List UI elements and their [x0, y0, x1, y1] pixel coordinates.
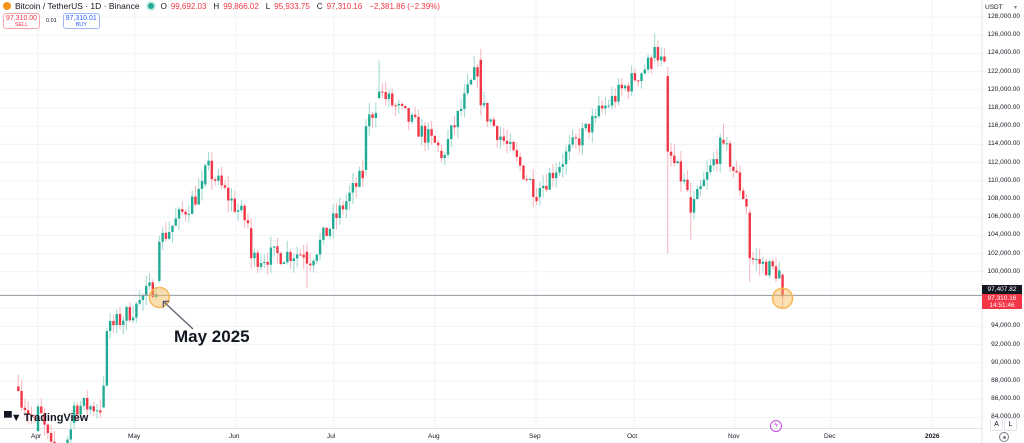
- high-value: 99,866.02: [223, 1, 259, 11]
- price-tick-label: 124,000.00: [987, 49, 1020, 57]
- price-tick-label: 90,000.00: [991, 358, 1020, 366]
- close-value: 97,310.16: [326, 1, 363, 11]
- price-tick-label: 88,000.00: [991, 377, 1020, 384]
- last-price-tag: 97,407.82: [982, 285, 1022, 294]
- time-tick-label: Sep: [529, 433, 541, 440]
- open-label: O: [160, 1, 167, 11]
- current-price: 97,310.16: [987, 295, 1017, 302]
- price-tick-label: 108,000.00: [987, 195, 1020, 202]
- buy-label: BUY: [75, 22, 87, 28]
- settings-gear-icon[interactable]: [999, 432, 1009, 442]
- time-tick-label: Jul: [327, 433, 336, 440]
- current-price-tag: 97,310.16 14:51:46: [982, 294, 1022, 309]
- price-tick-label: 128,000.00: [987, 13, 1020, 20]
- symbol-header: Bitcoin / TetherUS · 1D · Binance O 99,69…: [3, 1, 443, 11]
- price-tick-label: 118,000.00: [987, 104, 1020, 111]
- bitcoin-logo-icon: [3, 2, 11, 10]
- change-value: −2,381.86 (−2.39%): [369, 1, 440, 11]
- lightning-event-icon[interactable]: ϟ: [770, 420, 782, 432]
- auto-scale-button[interactable]: A: [990, 418, 1003, 431]
- buy-button[interactable]: 97,310.01 BUY: [62, 13, 100, 29]
- sell-button[interactable]: 97,310.00 SELL: [3, 13, 40, 29]
- sell-label: SELL: [14, 22, 29, 28]
- sell-price: 97,310.00: [5, 15, 38, 22]
- price-tick-label: 110,000.00: [987, 176, 1020, 184]
- time-tick-label: Dec: [824, 433, 836, 440]
- chevron-down-icon[interactable]: ▾: [1014, 5, 1018, 11]
- open-value: 99,692.03: [170, 1, 207, 11]
- market-open-icon: [147, 3, 154, 9]
- time-tick-label: Jun: [229, 433, 240, 440]
- close-label: C: [316, 1, 323, 11]
- buy-price: 97,310.01: [65, 15, 97, 22]
- price-tick-label: 122,000.00: [987, 67, 1020, 75]
- annotation-label: May 2025: [174, 327, 250, 346]
- time-tick-label: Nov: [728, 433, 740, 440]
- symbol-title[interactable]: Bitcoin / TetherUS · 1D · Binance: [15, 1, 140, 11]
- price-tick-label: 92,000.00: [991, 340, 1020, 348]
- price-tick-label: 94,000.00: [991, 322, 1020, 330]
- low-value: 95,933.75: [274, 1, 310, 11]
- time-tick-label: Apr: [31, 433, 42, 440]
- high-label: H: [213, 1, 220, 11]
- price-tick-label: 102,000.00: [987, 249, 1020, 257]
- price-tick-label: 116,000.00: [987, 122, 1020, 130]
- price-tick-label: 114,000.00: [987, 140, 1020, 148]
- time-tick-label: Aug: [428, 433, 440, 440]
- log-scale-button[interactable]: L: [1004, 418, 1017, 431]
- price-tick-label: 120,000.00: [987, 85, 1020, 93]
- price-tick-label: 86,000.00: [991, 395, 1020, 403]
- price-tick-label: 106,000.00: [987, 213, 1020, 221]
- tradingview-wordmark: TradingView: [23, 412, 89, 424]
- trade-panel: 97,310.00 SELL 0.01 97,310.01 BUY: [3, 13, 100, 29]
- price-tick-label: 112,000.00: [987, 158, 1020, 166]
- low-label: L: [265, 1, 271, 11]
- price-tick-label: 126,000.00: [987, 31, 1020, 39]
- price-tick-label: 104,000.00: [987, 231, 1020, 239]
- time-tick-label: Oct: [627, 433, 638, 440]
- time-tick-label: 2026: [925, 433, 940, 440]
- price-tick-label: 84,000.00: [991, 413, 1020, 421]
- price-tick-label: 100,000.00: [987, 267, 1020, 275]
- time-tick-label: May: [128, 433, 141, 440]
- spread-value: 0.01: [46, 18, 57, 24]
- tradingview-logo[interactable]: ▀▼ TradingView: [4, 412, 88, 424]
- currency-selector[interactable]: USDT: [985, 4, 1003, 11]
- countdown: 14:51:46: [989, 302, 1015, 309]
- tradingview-mark-icon: ▀▼: [4, 412, 22, 424]
